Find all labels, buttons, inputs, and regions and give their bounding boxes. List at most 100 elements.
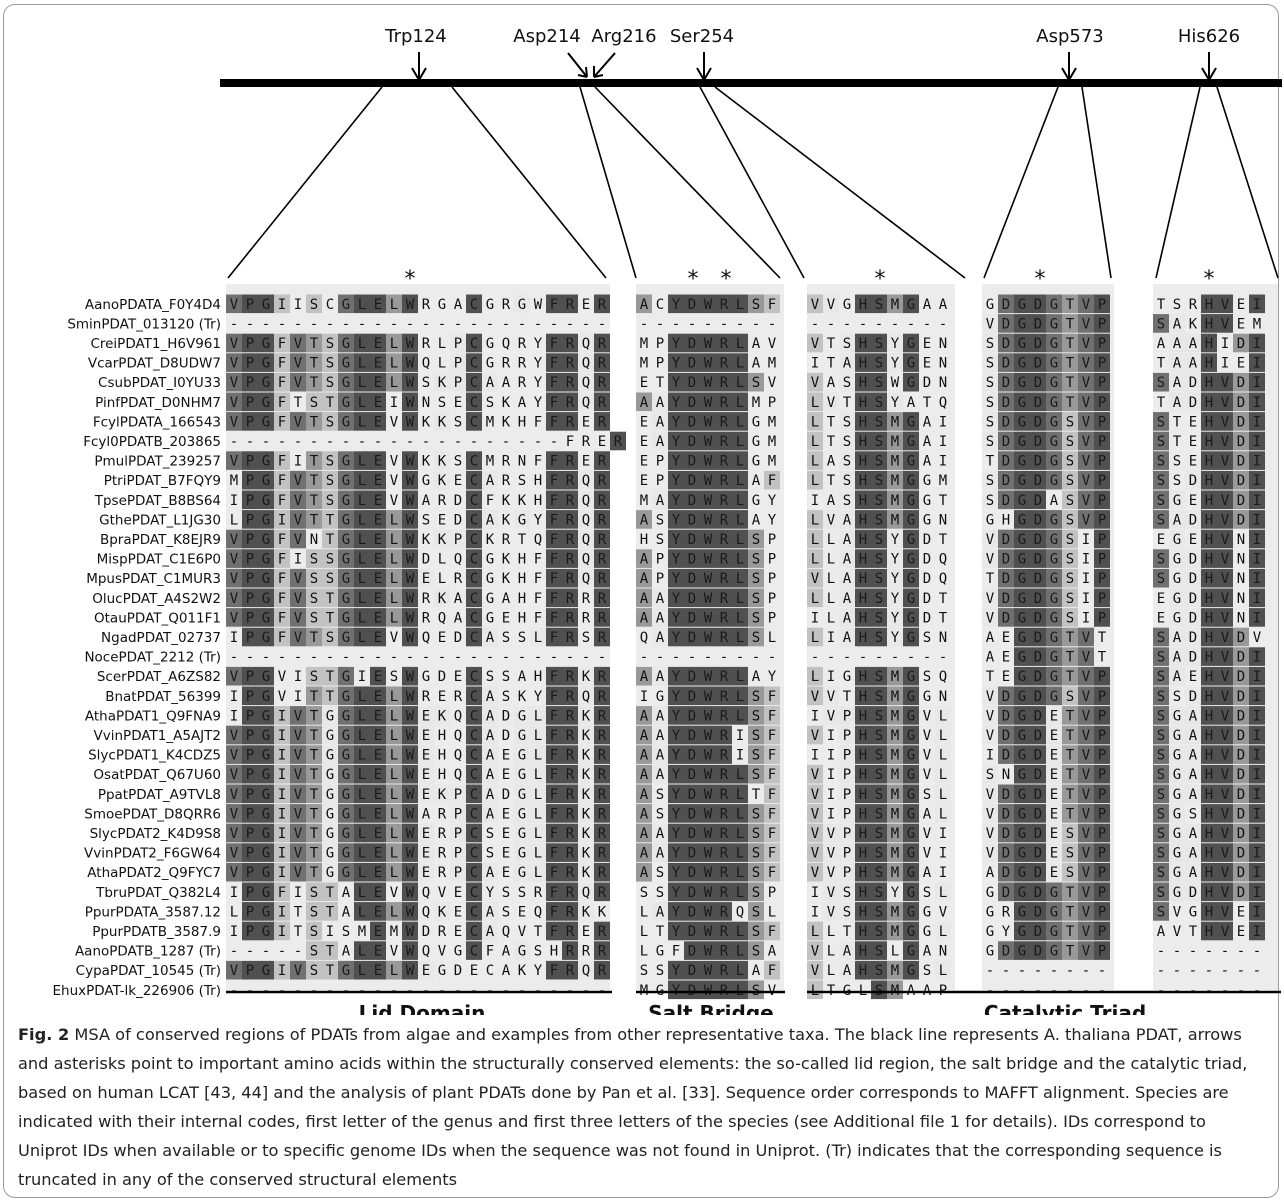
residue-char: G — [1050, 610, 1058, 626]
residue-char: V — [986, 708, 995, 724]
residue-char: H — [859, 630, 867, 646]
residue-char: Y — [768, 669, 777, 685]
residue-char: A — [986, 650, 995, 666]
residue-char: S — [326, 454, 334, 470]
sequence-id-label: SminPDAT_013120 (Tr) — [67, 316, 221, 332]
residue-char: G — [1050, 669, 1058, 685]
residue-shade — [1249, 353, 1265, 372]
residue-shade — [1014, 392, 1030, 412]
residue-char: A — [1173, 650, 1182, 666]
residue-char: S — [1157, 728, 1165, 744]
residue-char: V — [1221, 297, 1230, 313]
residue-char: V — [986, 826, 995, 842]
residue-char: L — [358, 395, 366, 411]
gap-char: - — [907, 650, 915, 666]
residue-char: T — [1157, 297, 1166, 313]
residue-char: N — [1237, 591, 1245, 607]
residue-char: D — [1034, 395, 1042, 411]
residue-char: A — [640, 552, 649, 568]
residue-shade — [855, 470, 871, 490]
residue-shade — [306, 588, 322, 608]
residue-char: L — [358, 904, 366, 920]
residue-char: R — [566, 689, 575, 705]
residue-shade — [1030, 470, 1046, 490]
residue-shade — [242, 549, 258, 568]
residue-char: S — [875, 689, 883, 705]
residue-shade — [887, 549, 903, 568]
gap-char: - — [891, 650, 899, 666]
residue-char: Y — [891, 610, 900, 626]
residue-char: G — [923, 924, 931, 940]
residue-char: Y — [891, 552, 900, 568]
residue-char: V — [390, 473, 399, 489]
residue-char: E — [640, 454, 648, 470]
residue-char: A — [656, 767, 665, 783]
residue-char: T — [310, 493, 319, 509]
residue-shade — [402, 529, 418, 549]
residue-shade — [258, 529, 274, 549]
residue-shade — [482, 510, 498, 529]
gap-char: - — [827, 650, 835, 666]
sequence-id-label: PpurPDATB_3587.9 — [92, 924, 221, 940]
residue-char: G — [1173, 610, 1181, 626]
residue-char: T — [1066, 336, 1075, 352]
residue-char: T — [534, 924, 543, 940]
residue-char: Q — [582, 885, 590, 901]
residue-shade — [1062, 431, 1078, 451]
residue-char: R — [566, 591, 575, 607]
residue-char: D — [1002, 610, 1010, 626]
protein-backbone-line — [220, 79, 1282, 87]
residue-char: D — [1189, 571, 1197, 587]
residue-char: M — [768, 414, 776, 430]
residue-shade — [370, 529, 386, 549]
residue-char: I — [1253, 434, 1261, 450]
residue-shade — [887, 451, 903, 470]
residue-shade — [402, 510, 418, 529]
residue-shade — [354, 333, 370, 353]
residue-char: D — [1237, 689, 1245, 705]
residue-char: V — [294, 336, 303, 352]
residue-shade — [450, 372, 466, 392]
residue-char: V — [986, 787, 995, 803]
residue-char: F — [672, 944, 680, 960]
residue-char: V — [230, 767, 239, 783]
residue-char: A — [843, 532, 852, 548]
gap-char: - — [752, 650, 760, 666]
residue-char: D — [1237, 395, 1245, 411]
residue-char: G — [1173, 748, 1181, 764]
residue-char: C — [470, 669, 478, 685]
residue-shade — [1185, 392, 1201, 412]
residue-char: S — [1066, 571, 1074, 587]
residue-char: D — [1034, 630, 1042, 646]
residue-char: D — [1189, 650, 1197, 666]
sequence-id-label: PtriPDAT_B7FQY9 — [104, 473, 221, 489]
residue-shade — [242, 490, 258, 510]
residue-char: G — [907, 865, 915, 881]
residue-char: H — [859, 356, 867, 372]
marker-label-arg216: Arg216 — [591, 26, 656, 47]
residue-shade — [322, 412, 338, 431]
residue-shade — [732, 510, 748, 529]
residue-shade — [982, 431, 998, 451]
residue-char: D — [1002, 356, 1010, 372]
residue-char: K — [422, 532, 431, 548]
residue-char: G — [262, 826, 270, 842]
residue-shade — [1078, 490, 1094, 510]
residue-shade — [982, 372, 998, 392]
residue-shade — [1078, 294, 1094, 314]
residue-shade — [1094, 412, 1110, 431]
residue-char: S — [986, 434, 994, 450]
residue-char: E — [374, 512, 382, 528]
residue-char: W — [704, 787, 713, 803]
residue-char: F — [278, 630, 286, 646]
residue-shade — [998, 372, 1014, 392]
residue-shade — [732, 529, 748, 549]
gap-char: - — [358, 650, 366, 666]
residue-char: A — [1173, 375, 1182, 391]
residue-char: S — [986, 767, 994, 783]
residue-shade — [1249, 529, 1265, 549]
residue-char: H — [640, 532, 648, 548]
residue-shade — [1030, 333, 1046, 353]
residue-shade — [887, 294, 903, 314]
residue-char: S — [1157, 865, 1165, 881]
